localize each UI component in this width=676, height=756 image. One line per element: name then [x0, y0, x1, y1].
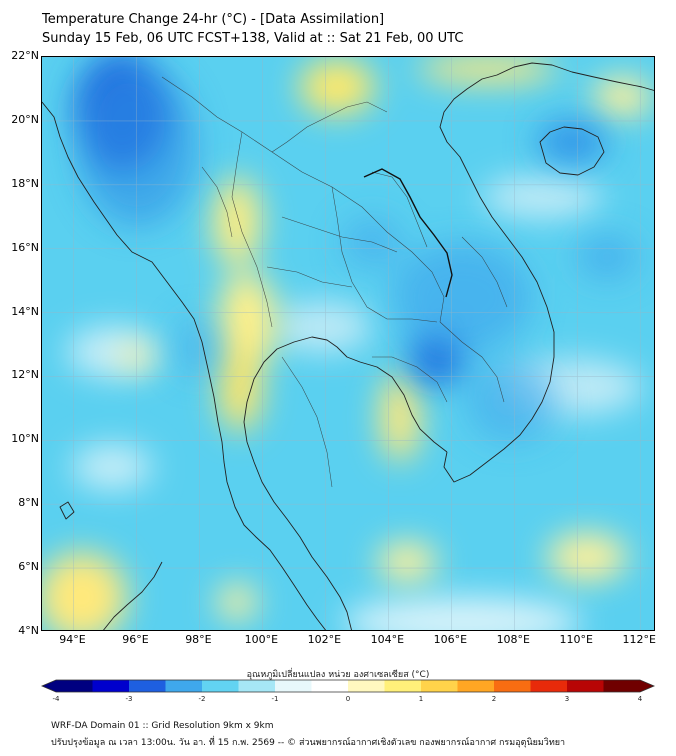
longitude-tick-label: 94°E	[59, 633, 86, 646]
pale-patches	[67, 177, 642, 630]
coast-myanmar-west	[42, 101, 327, 630]
longitude-tick-label: 108°E	[496, 633, 531, 646]
latitude-tick-label: 16°N	[11, 240, 39, 254]
thick-border	[363, 168, 453, 298]
latitude-tick-label: 20°N	[11, 112, 39, 126]
latitude-tick-label: 10°N	[11, 432, 39, 446]
colorbar-bin	[384, 680, 422, 692]
longitude-tick-label: 102°E	[307, 633, 342, 646]
colorbar-left-arrow	[42, 680, 56, 692]
longitude-tick-label: 112°E	[622, 633, 656, 646]
colorbar-bin	[129, 680, 166, 692]
coast-vietnam-south	[439, 62, 654, 483]
longitude-tick-label: 100°E	[244, 633, 279, 646]
colorbar-bin	[165, 680, 203, 692]
footer-credit: ปรับปรุงข้อมูล ณ เวลา 13:00น. วัน อา. ที…	[51, 738, 566, 748]
map-panel	[41, 56, 655, 631]
longitude-tick-label: 98°E	[185, 633, 212, 646]
colorbar-bin	[494, 680, 531, 692]
colorbar-right-arrow	[640, 680, 654, 692]
colorbar-bin	[311, 680, 349, 692]
colorbar-bin	[567, 680, 604, 692]
latitude-tick-label: 14°N	[11, 304, 39, 318]
colorbar-tick-label: 4	[637, 695, 643, 703]
warm-southwest	[42, 552, 127, 630]
coast-sumatra	[103, 561, 163, 630]
colorbar-bin	[238, 680, 276, 692]
latitude-tick-label: 6°N	[18, 560, 39, 574]
colorbar-bin	[530, 680, 568, 692]
cool-hainan	[537, 120, 607, 164]
latitude-tick-label: 12°N	[11, 368, 39, 382]
colorbar-tick-label: 1	[418, 695, 424, 703]
latitude-tick-label: 8°N	[18, 496, 39, 510]
colorbar-bin	[275, 680, 312, 692]
admin-boundaries	[161, 76, 508, 488]
coast-gulf-west	[243, 336, 448, 630]
colorbar-bin	[202, 680, 239, 692]
longitude-tick-label: 96°E	[122, 633, 149, 646]
colorbar-tick-label: 0	[345, 695, 351, 703]
latitude-tick-label: 18°N	[11, 176, 39, 190]
chart-subtitle: Sunday 15 Feb, 06 UTC FCST+138, Valid at…	[42, 31, 464, 46]
graticule	[42, 57, 654, 630]
coast-island-south	[59, 501, 75, 520]
colorbar-tick-label: -1	[271, 695, 279, 703]
colorbar-bin	[348, 680, 385, 692]
colorbar-bin	[421, 680, 458, 692]
coastlines	[42, 62, 654, 630]
footer-model-info: WRF-DA Domain 01 :: Grid Resolution 9km …	[51, 721, 274, 731]
coast-hainan	[539, 126, 605, 176]
warm-patches	[42, 57, 652, 630]
temperature-map	[42, 57, 654, 630]
longitude-tick-label: 104°E	[370, 633, 405, 646]
warm-thailand-west	[218, 342, 262, 432]
warm-laos-north	[299, 59, 375, 115]
colorbar-tick-label: -2	[198, 695, 206, 703]
colorbar-bin	[603, 680, 641, 692]
colorbar-bin	[92, 680, 130, 692]
chart-title: Temperature Change 24-hr (°C) - [Data As…	[42, 12, 385, 27]
colorbar-tick-label: -4	[52, 695, 60, 703]
colorbar-outline	[40, 679, 656, 693]
colorbar-tick-label: 3	[564, 695, 570, 703]
colorbar-bin	[457, 680, 495, 692]
colorbar-tick-label: 2	[491, 695, 497, 703]
colorbar-tick-label: -3	[125, 695, 133, 703]
longitude-tick-label: 106°E	[433, 633, 468, 646]
colorbar-bin	[56, 680, 93, 692]
latitude-tick-label: 22°N	[11, 49, 39, 62]
colorbar-title: อุณหภูมิเปลี่ยนแปลง หน่วย องศาเซลเซียส (…	[246, 670, 430, 680]
latitude-tick-label: 4°N	[18, 624, 39, 637]
longitude-tick-label: 110°E	[559, 633, 593, 646]
colorbar	[40, 679, 656, 693]
